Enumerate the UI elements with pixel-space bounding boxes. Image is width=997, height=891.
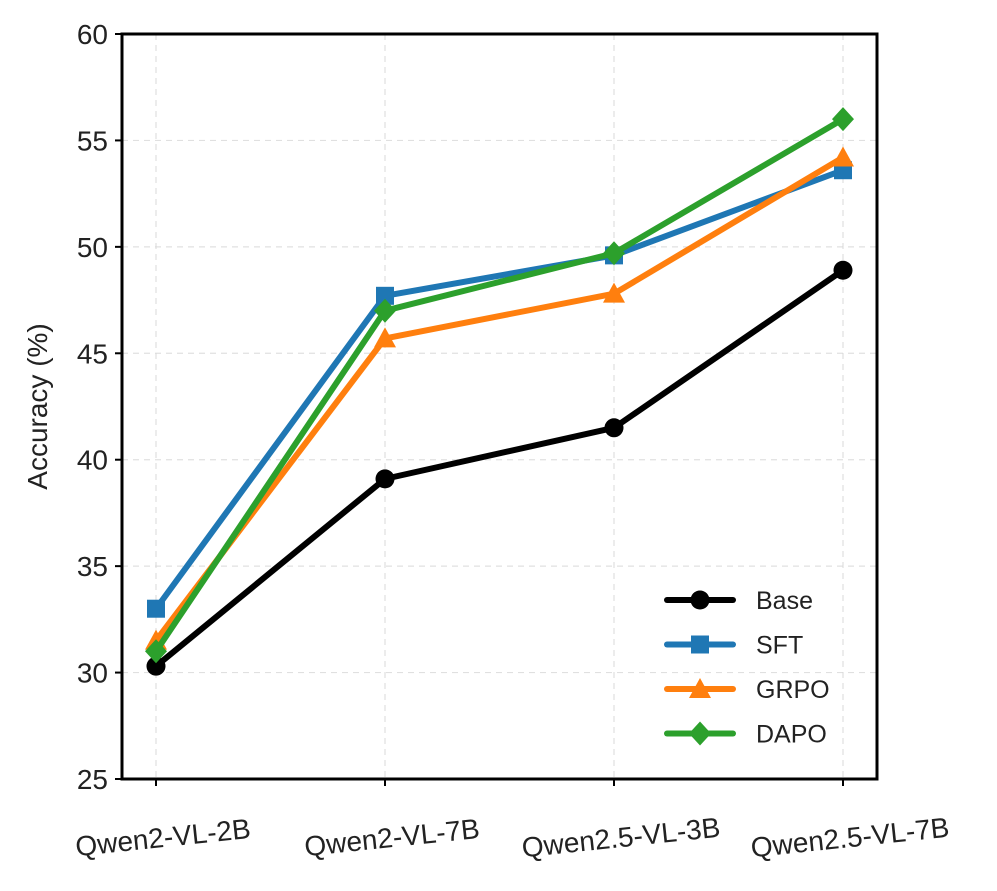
legend-label-sft: SFT xyxy=(756,632,803,660)
legend-label-base: Base xyxy=(756,587,813,615)
y-tick-label: 40 xyxy=(77,445,108,476)
plot-frame xyxy=(120,32,879,781)
x-tick-label: Qwen2-VL-2B xyxy=(74,813,252,862)
x-tick-label: Qwen2.5-VL-3B xyxy=(520,812,721,864)
x-tick-label: Qwen2-VL-7B xyxy=(303,813,481,862)
legend-label-grpo: GRPO xyxy=(756,676,830,704)
series-grpo xyxy=(145,146,854,650)
base-point xyxy=(375,469,395,489)
legend-item-dapo: DAPO xyxy=(664,721,827,749)
y-axis-ticks: 25 30 35 40 45 50 55 60 xyxy=(77,19,122,795)
legend-marker-sft xyxy=(691,635,709,654)
grid-lines xyxy=(122,33,877,780)
y-tick-label: 50 xyxy=(77,232,108,263)
legend-item-grpo: GRPO xyxy=(664,676,830,704)
dapo-point xyxy=(145,639,167,664)
sft-point xyxy=(147,599,165,618)
sft-line xyxy=(153,167,846,612)
dapo-line xyxy=(153,116,846,655)
dapo-point xyxy=(374,298,396,323)
base-point xyxy=(604,418,624,438)
x-tick-label: Qwen2.5-VL-7B xyxy=(749,812,950,864)
series-layer xyxy=(145,107,854,676)
legend-marker-dapo xyxy=(689,721,711,746)
y-axis-title: Accuracy (%) xyxy=(22,323,53,489)
y-tick-label: 45 xyxy=(77,338,108,369)
y-tick-label: 30 xyxy=(77,658,108,689)
y-tick-label: 25 xyxy=(77,764,108,795)
grpo-point xyxy=(374,327,396,348)
base-point xyxy=(146,656,166,676)
x-axis-ticks: Qwen2-VL-2B Qwen2-VL-7B Qwen2.5-VL-3B Qwen2… xyxy=(74,779,951,863)
grpo-point xyxy=(832,146,854,167)
y-tick-label: 60 xyxy=(77,19,108,50)
legend-label-dapo: DAPO xyxy=(756,721,827,749)
dapo-point xyxy=(832,107,854,132)
series-dapo xyxy=(145,107,854,664)
series-sft xyxy=(147,161,852,618)
sft-point xyxy=(376,286,394,305)
legend-item-base: Base xyxy=(664,587,813,615)
grpo-line xyxy=(153,154,846,644)
dapo-point xyxy=(603,241,625,266)
legend-marker-grpo xyxy=(689,678,711,698)
series-base xyxy=(146,260,853,676)
legend: Base SFT GRPO DAPO xyxy=(664,587,830,749)
legend-marker-base xyxy=(690,590,710,610)
base-line xyxy=(153,267,846,670)
grpo-point xyxy=(603,282,625,303)
y-tick-label: 35 xyxy=(77,551,108,582)
base-point xyxy=(833,260,853,280)
legend-item-sft: SFT xyxy=(664,632,803,660)
y-tick-label: 55 xyxy=(77,125,108,156)
